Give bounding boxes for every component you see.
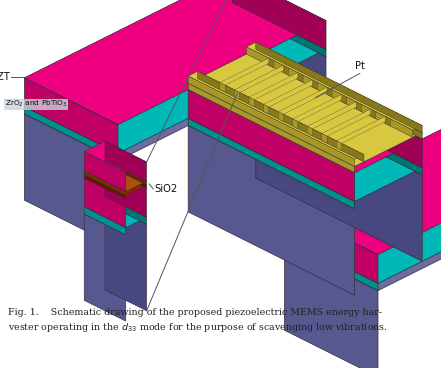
Polygon shape	[188, 85, 422, 202]
Polygon shape	[24, 3, 326, 153]
Polygon shape	[293, 119, 298, 129]
Polygon shape	[284, 237, 378, 291]
Polygon shape	[284, 66, 288, 75]
Polygon shape	[371, 109, 376, 119]
Polygon shape	[188, 71, 364, 159]
Polygon shape	[322, 109, 376, 136]
Polygon shape	[84, 167, 146, 199]
Polygon shape	[84, 178, 126, 227]
Polygon shape	[256, 56, 422, 168]
Polygon shape	[105, 164, 146, 188]
Polygon shape	[24, 114, 118, 247]
Polygon shape	[188, 89, 355, 202]
Polygon shape	[278, 112, 284, 121]
Polygon shape	[293, 95, 347, 121]
Polygon shape	[188, 125, 355, 295]
Polygon shape	[284, 244, 378, 368]
Polygon shape	[232, 10, 326, 143]
Polygon shape	[256, 92, 422, 261]
Text: PZT: PZT	[0, 72, 10, 82]
Polygon shape	[84, 152, 126, 192]
Polygon shape	[256, 49, 422, 139]
Polygon shape	[356, 102, 361, 112]
Polygon shape	[284, 208, 378, 283]
Polygon shape	[336, 116, 390, 144]
Polygon shape	[105, 204, 146, 311]
Polygon shape	[235, 90, 239, 100]
Polygon shape	[235, 66, 288, 92]
Polygon shape	[264, 105, 269, 114]
Polygon shape	[188, 83, 355, 173]
Polygon shape	[188, 76, 355, 166]
Text: SiO2: SiO2	[154, 184, 177, 194]
Text: vester operating in the $d_{33}$ mode for the purpose of scavenging low vibratio: vester operating in the $d_{33}$ mode fo…	[8, 321, 388, 334]
Polygon shape	[264, 80, 318, 107]
Text: Fig. 1.    Schematic drawing of the proposed piezoelectric MEMS energy har-: Fig. 1. Schematic drawing of the propose…	[8, 308, 382, 317]
Polygon shape	[105, 141, 146, 181]
Polygon shape	[327, 87, 332, 97]
Polygon shape	[256, 85, 422, 175]
Polygon shape	[249, 73, 303, 100]
Polygon shape	[307, 102, 361, 129]
Polygon shape	[24, 0, 326, 125]
Polygon shape	[105, 197, 146, 224]
Polygon shape	[232, 0, 326, 49]
Polygon shape	[269, 58, 274, 68]
Polygon shape	[84, 160, 146, 192]
Polygon shape	[188, 49, 422, 166]
Text: ZrO$_2$ and PbTiO$_3$: ZrO$_2$ and PbTiO$_3$	[5, 99, 67, 109]
Polygon shape	[84, 175, 126, 199]
Polygon shape	[336, 141, 342, 151]
Polygon shape	[342, 95, 347, 104]
Polygon shape	[188, 92, 422, 209]
Polygon shape	[385, 116, 390, 126]
Polygon shape	[284, 104, 441, 255]
Polygon shape	[256, 42, 422, 132]
Polygon shape	[24, 78, 118, 153]
Polygon shape	[278, 87, 332, 114]
Polygon shape	[84, 164, 146, 195]
Polygon shape	[188, 118, 355, 209]
Polygon shape	[198, 71, 364, 162]
Text: Pt: Pt	[355, 61, 365, 71]
Polygon shape	[84, 141, 146, 172]
Polygon shape	[105, 167, 146, 217]
Polygon shape	[84, 204, 146, 235]
Polygon shape	[105, 160, 146, 185]
Polygon shape	[322, 134, 327, 143]
Polygon shape	[247, 47, 413, 137]
Polygon shape	[232, 3, 326, 57]
Polygon shape	[284, 132, 441, 283]
Polygon shape	[313, 80, 318, 90]
Polygon shape	[84, 207, 126, 235]
Polygon shape	[84, 197, 146, 227]
Polygon shape	[24, 107, 118, 160]
Polygon shape	[220, 58, 274, 85]
Polygon shape	[24, 10, 326, 160]
Polygon shape	[84, 214, 126, 321]
Polygon shape	[298, 73, 303, 82]
Polygon shape	[284, 140, 441, 291]
Polygon shape	[247, 42, 422, 130]
Polygon shape	[249, 97, 254, 107]
Polygon shape	[307, 126, 313, 136]
Polygon shape	[220, 82, 225, 92]
Polygon shape	[84, 171, 126, 195]
Text: Si: Si	[0, 367, 1, 368]
Polygon shape	[188, 56, 422, 173]
